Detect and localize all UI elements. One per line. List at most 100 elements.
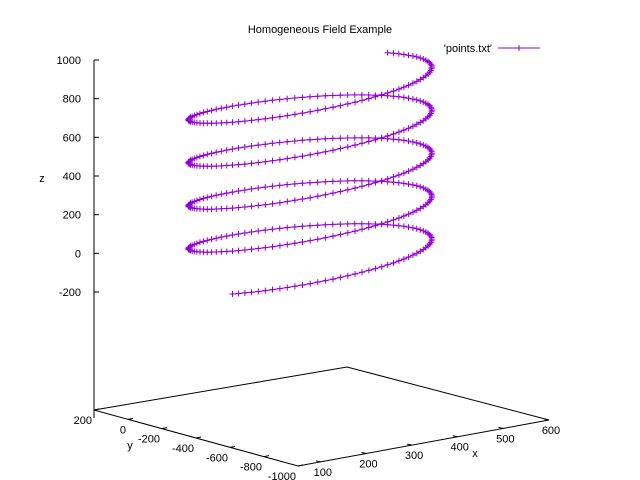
data-point [262,158,269,165]
data-point [248,117,255,124]
data-point [384,218,391,225]
data-point [365,181,372,188]
data-point [395,172,402,178]
data-point [314,222,321,229]
data-point [314,150,321,157]
data-point [400,170,407,177]
data-point [200,195,207,202]
data-point [314,236,321,243]
legend-marker [516,45,522,51]
data-point [248,186,255,192]
data-point [307,108,314,115]
data-point [422,143,429,150]
data-point [417,140,424,147]
data-point [413,96,420,103]
data-point [229,119,236,126]
data-point [299,137,306,144]
data-point [218,119,225,126]
data-point [405,82,412,89]
y-tick-mark [263,455,270,458]
data-point [395,222,402,229]
data-point [223,205,230,212]
data-point [372,136,379,143]
z-tick-label: 0 [75,248,81,260]
data-point [314,136,321,143]
data-point [337,178,344,185]
data-point [204,194,211,201]
data-point [307,151,314,158]
data-point [372,179,379,186]
data-point [422,186,429,193]
data-point [409,224,416,231]
data-point [235,118,242,125]
data-point [196,153,203,160]
data-point [395,179,402,186]
data-point [422,229,429,236]
data-point [359,97,365,104]
data-point [400,223,407,230]
data-point [223,233,230,240]
data-point [262,184,269,191]
data-point [413,182,420,189]
data-point [291,154,298,161]
data-point [269,97,276,104]
z-tick-label: -200 [59,287,81,299]
data-point [241,230,248,236]
data-point [344,92,351,98]
data-point [284,241,291,248]
y-tick-label: -200 [138,434,160,446]
data-point [329,92,336,99]
data-point [276,225,283,232]
data-point [344,229,351,236]
z-tick-label: 200 [63,210,81,222]
legend: 'points.txt' [444,43,540,55]
data-point [229,189,236,196]
data-point [427,190,434,197]
x-tick-label: 100 [314,467,332,479]
y-tick-label: -800 [240,462,262,474]
data-point [213,235,220,242]
data-point [314,93,321,100]
data-point [417,183,424,190]
data-point [284,138,291,145]
y-tick-mark [229,445,236,448]
data-point [417,97,424,104]
x-tick-label: 400 [451,442,469,454]
data-point [359,226,365,233]
data-point [193,111,200,118]
data-point [248,160,255,167]
y-tick-label: -600 [206,452,228,464]
data-point [213,120,220,127]
data-point [284,155,291,162]
data-point [330,233,336,240]
data-point [269,183,276,190]
data-point [352,228,358,235]
data-point [255,245,262,252]
data-point [395,129,402,135]
x-tick-label: 500 [496,433,514,445]
data-point [223,119,230,126]
data-point [409,80,416,87]
data-point [395,50,402,57]
data-point [276,242,283,249]
data-point [255,185,262,191]
data-point [235,102,242,109]
z-ticks: 1000 800 600 400 200 0 -200 [57,55,99,299]
data-point [344,272,351,279]
data-point [200,238,207,245]
data-point [409,252,416,259]
data-point [395,86,402,93]
data-point [395,215,402,221]
data-point [208,193,215,200]
data-point [384,261,391,268]
data-point [218,248,225,255]
data-point [196,239,203,246]
data-point [269,286,276,293]
data-point [248,229,255,235]
data-point [248,289,255,296]
data-point [235,290,242,297]
data-point [405,254,412,261]
data-point [390,259,397,266]
data-point [413,53,420,60]
